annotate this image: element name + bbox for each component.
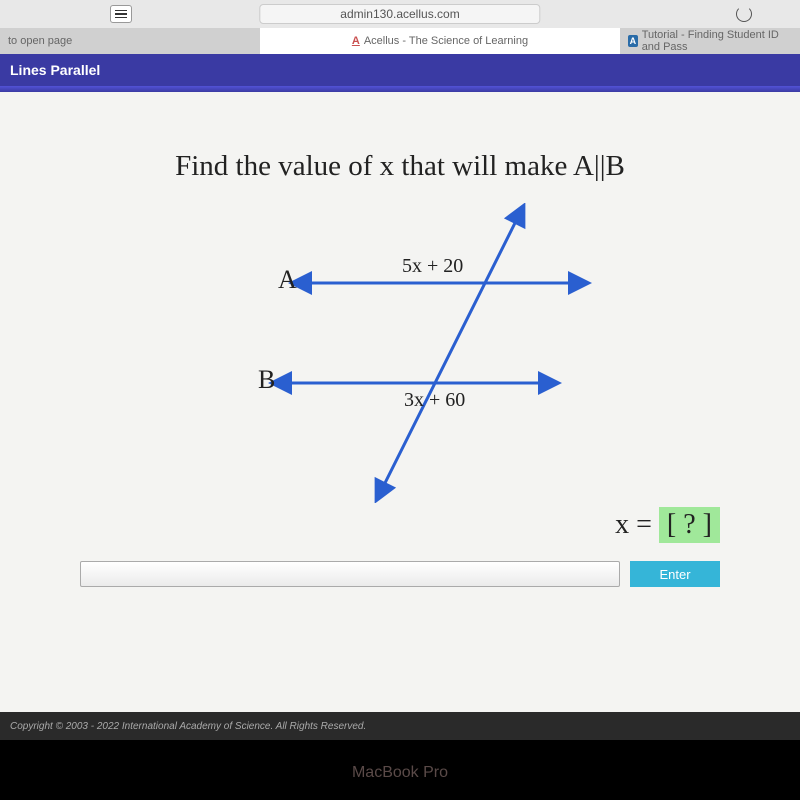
diagram-svg <box>150 203 650 503</box>
reader-icon[interactable] <box>110 5 132 23</box>
angle-expression-top: 5x + 20 <box>402 255 463 278</box>
lesson-title-bar: Lines Parallel <box>0 54 800 86</box>
answer-input[interactable] <box>80 561 620 587</box>
url-bar[interactable]: admin130.acellus.com <box>259 4 540 24</box>
acellus-alt-icon: A <box>628 35 638 47</box>
tab-previous[interactable]: to open page <box>0 35 260 47</box>
tabs-row: to open page A Acellus - The Science of … <box>0 28 800 54</box>
copyright-bar: Copyright © 2003 - 2022 International Ac… <box>0 712 800 740</box>
tab-active[interactable]: A Acellus - The Science of Learning <box>260 28 620 54</box>
answer-input-row: Enter <box>80 561 720 587</box>
tab-next-label: Tutorial - Finding Student ID and Pass <box>642 29 792 53</box>
label-b: B <box>258 365 275 395</box>
angle-expression-bottom: 3x + 60 <box>404 389 465 412</box>
enter-button[interactable]: Enter <box>630 561 720 587</box>
parallel-lines-diagram: A B 5x + 20 3x + 60 <box>150 203 650 503</box>
answer-placeholder: [ ? ] <box>659 507 720 543</box>
copyright-text: Copyright © 2003 - 2022 International Ac… <box>10 721 366 732</box>
content-area: Find the value of x that will make A||B … <box>0 92 800 712</box>
device-frame: admin130.acellus.com to open page A Acel… <box>0 0 800 740</box>
acellus-logo-icon: A <box>352 35 360 47</box>
tab-next[interactable]: A Tutorial - Finding Student ID and Pass <box>620 29 800 53</box>
answer-prefix: x = <box>615 509 659 540</box>
refresh-icon[interactable] <box>736 6 752 22</box>
question-prompt: Find the value of x that will make A||B <box>0 150 800 183</box>
tab-active-label: Acellus - The Science of Learning <box>364 35 528 47</box>
device-label: MacBook Pro <box>0 764 800 782</box>
lesson-title: Lines Parallel <box>10 62 100 78</box>
label-a: A <box>278 265 297 295</box>
browser-toolbar: admin130.acellus.com <box>0 0 800 28</box>
answer-display: x = [ ? ] <box>80 507 720 543</box>
